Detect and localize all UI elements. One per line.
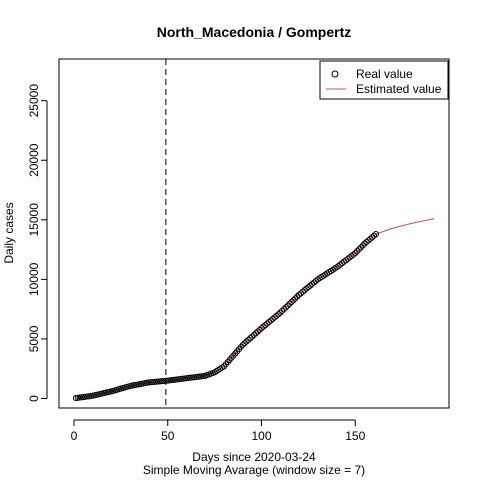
real-value-point — [243, 338, 250, 345]
real-value-point — [271, 314, 278, 321]
real-value-point — [280, 306, 288, 313]
real-value-point — [305, 284, 312, 291]
x-tick-label: 100 — [251, 429, 271, 443]
x-axis-sublabel: Simple Moving Avarage (window size = 7) — [143, 463, 365, 477]
x-tick-label: 0 — [71, 429, 78, 443]
real-value-point — [249, 333, 256, 340]
real-value-point — [297, 290, 304, 297]
real-value-point — [174, 376, 181, 383]
y-tick-label: 25000 — [27, 84, 41, 118]
real-value-point — [286, 300, 293, 307]
legend-box — [319, 60, 449, 100]
x-tick-label: 50 — [161, 429, 175, 443]
real-value-point — [284, 302, 291, 309]
real-value-point — [352, 250, 359, 257]
real-value-point — [295, 291, 303, 298]
real-value-point — [267, 317, 274, 324]
y-tick-label: 5000 — [27, 325, 41, 352]
y-tick-label: 20000 — [27, 143, 41, 177]
real-value-point — [78, 394, 85, 401]
estimated-value-line — [75, 218, 435, 399]
real-value-point — [252, 330, 259, 337]
real-value-point — [159, 378, 166, 385]
real-value-point — [357, 244, 364, 251]
real-value-point — [151, 378, 158, 385]
real-value-point — [183, 375, 190, 382]
real-value-point — [247, 335, 254, 342]
real-value-point — [354, 248, 361, 255]
real-value-point — [260, 323, 267, 330]
real-value-point — [254, 328, 261, 335]
real-value-point — [258, 325, 265, 332]
real-value-point — [294, 293, 301, 300]
real-value-point — [269, 315, 276, 322]
real-value-point — [342, 257, 349, 264]
real-value-point — [372, 231, 379, 238]
real-value-point — [344, 255, 351, 262]
real-value-point — [339, 260, 346, 267]
real-value-point — [177, 375, 184, 382]
real-value-point — [301, 287, 308, 294]
x-axis: 0 50 100 150 — [71, 419, 366, 443]
real-value-point — [282, 304, 289, 311]
real-value-point — [355, 246, 363, 253]
y-tick-label: 10000 — [27, 262, 41, 296]
chart-title: North_Macedonia / Gompertz — [157, 24, 351, 40]
real-value-point — [292, 295, 299, 302]
plot-frame — [58, 58, 450, 409]
real-value-point — [359, 242, 366, 249]
real-value-point — [189, 374, 196, 381]
real-value-point — [350, 251, 357, 258]
real-value-point — [84, 393, 91, 400]
real-value-point — [162, 377, 169, 384]
real-value-point — [361, 240, 368, 247]
x-axis-label: Days since 2020-03-24 — [192, 450, 316, 464]
legend-estimated-label: Estimated value — [356, 82, 442, 96]
real-value-point — [310, 279, 318, 286]
real-value-point — [299, 288, 306, 295]
y-axis-label: Daily cases — [2, 202, 16, 263]
real-value-point — [303, 285, 310, 292]
legend-real-symbol — [331, 70, 339, 78]
real-value-point — [168, 377, 175, 384]
real-value-point — [153, 378, 160, 385]
legend-real-label: Real value — [356, 67, 413, 81]
y-tick-label: 0 — [27, 395, 41, 402]
real-value-point — [365, 237, 372, 244]
real-value-point — [192, 373, 199, 381]
real-value-point — [367, 235, 374, 242]
real-value-point — [239, 341, 246, 348]
y-tick-label: 15000 — [27, 203, 41, 237]
real-value-point — [264, 320, 271, 327]
real-value-point — [256, 326, 263, 333]
real-value-point — [275, 311, 282, 318]
real-value-point — [363, 238, 370, 246]
real-value-point — [250, 331, 258, 338]
real-value-point — [241, 340, 248, 347]
real-value-point — [273, 312, 280, 319]
real-value-point — [369, 234, 376, 241]
real-value-point — [265, 318, 273, 326]
real-value-point — [288, 298, 295, 306]
legend: Real value Estimated value — [319, 60, 449, 100]
real-value-point — [307, 282, 314, 289]
series-layer — [72, 218, 435, 402]
real-value-point — [245, 336, 252, 343]
real-value-point — [370, 232, 378, 239]
real-value-point — [279, 307, 286, 314]
y-axis: 0 5000 10000 15000 20000 25000 — [27, 84, 48, 402]
real-value-point — [337, 261, 344, 268]
real-value-point — [277, 309, 284, 316]
real-value-point — [160, 377, 168, 385]
x-tick-label: 150 — [345, 429, 365, 443]
real-value-point — [262, 322, 269, 329]
real-value-point — [290, 297, 297, 304]
real-value-point — [170, 376, 177, 383]
real-value-point — [198, 373, 205, 380]
real-value-point — [309, 280, 316, 288]
